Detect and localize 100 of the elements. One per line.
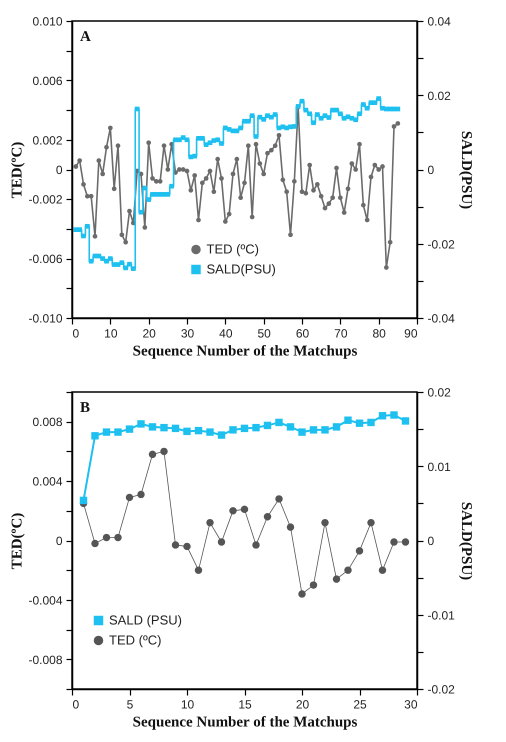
point — [240, 506, 248, 514]
point — [102, 428, 110, 436]
y2-tick-label: 0 — [428, 163, 434, 177]
y2-axis-title: SALD(PSU) — [458, 130, 474, 210]
point — [102, 534, 110, 542]
point — [137, 490, 145, 498]
point — [183, 542, 191, 550]
x-tick-label: 5 — [126, 698, 134, 712]
x-tick-label: 30 — [180, 326, 194, 340]
point — [310, 581, 318, 589]
y2-tick-label: -0.02 — [428, 237, 456, 252]
point — [194, 426, 202, 434]
y-axis-title: TED(ºC) — [9, 142, 26, 198]
y2-axis-title: SALD(PSU) — [458, 502, 474, 580]
x-tick-label: 50 — [257, 326, 272, 340]
y-axis-title: TED(ºC) — [9, 512, 26, 570]
x-tick-label: 10 — [180, 698, 194, 712]
y-tick-label: 0.002 — [32, 133, 63, 148]
point — [126, 425, 134, 433]
point — [148, 450, 156, 458]
legend-label: TED (ºC) — [206, 242, 259, 256]
point — [160, 424, 168, 432]
point — [390, 538, 398, 546]
point — [367, 518, 375, 526]
point — [402, 538, 410, 546]
point — [310, 426, 318, 434]
point — [264, 513, 272, 520]
x-tick-label: 80 — [372, 326, 386, 340]
x-tick-label: 20 — [296, 698, 310, 712]
y2-tick-label: 0.02 — [428, 386, 452, 400]
x-tick-label: 10 — [104, 326, 118, 340]
y2-tick-label: 0.04 — [428, 14, 452, 28]
y-tick-label: 0.006 — [32, 74, 63, 88]
point — [275, 418, 283, 426]
point — [344, 566, 352, 574]
y-tick-label: -0.004 — [28, 593, 63, 608]
x-tick-label: 60 — [296, 326, 310, 340]
point — [148, 423, 156, 431]
annotation: B — [80, 400, 90, 416]
legend-label: SALD (PSU) — [109, 612, 182, 628]
point — [344, 416, 352, 424]
point — [356, 547, 364, 555]
point — [286, 423, 294, 431]
x-tick-label: 0 — [72, 326, 80, 340]
point — [356, 419, 364, 427]
point — [252, 541, 260, 549]
point — [80, 496, 88, 504]
y2-tick-label: -0.01 — [428, 608, 456, 622]
point — [367, 418, 375, 426]
x-tick-label: 40 — [219, 326, 233, 340]
point — [114, 534, 122, 542]
annotation: A — [80, 29, 91, 45]
point — [126, 494, 134, 502]
x-tick-label: 70 — [334, 326, 348, 340]
point — [114, 428, 122, 436]
point — [137, 420, 145, 428]
y-tick-label: 0.008 — [32, 415, 63, 430]
point — [218, 431, 226, 439]
point — [332, 575, 340, 583]
y-tick-label: -0.010 — [28, 312, 63, 326]
point — [252, 424, 260, 432]
x-axis-title: Sequence Number of the Matchups — [132, 344, 358, 360]
y-tick-label: -0.006 — [28, 252, 63, 266]
x-tick-label: 15 — [238, 698, 252, 712]
y-tick-label: -0.008 — [28, 652, 63, 667]
point — [160, 448, 168, 456]
y-tick-label: 0 — [56, 163, 63, 177]
legend-label: SALD(PSU) — [206, 262, 276, 276]
y-tick-label: 0 — [56, 534, 63, 548]
point — [218, 538, 226, 546]
point — [275, 495, 283, 503]
point — [378, 412, 386, 420]
y-tick-label: -0.002 — [28, 192, 63, 207]
y-tick-label: 0.010 — [32, 14, 63, 28]
x-tick-label: 90 — [404, 326, 418, 340]
point — [206, 518, 214, 526]
point — [206, 428, 214, 436]
x-tick-label: 0 — [72, 698, 80, 712]
y2-tick-label: 0 — [428, 534, 434, 548]
y2-tick-label: -0.02 — [428, 682, 456, 696]
point — [286, 523, 294, 531]
y2-tick-label: 0.01 — [428, 460, 452, 474]
point — [321, 518, 329, 526]
x-tick-label: 25 — [353, 698, 367, 712]
x-axis-title: Sequence Number of the Matchups — [132, 714, 358, 730]
x-tick-label: 30 — [404, 698, 418, 712]
y2-tick-label: -0.04 — [428, 312, 456, 326]
y2-tick-label: 0.02 — [428, 88, 452, 103]
point — [91, 432, 99, 440]
point — [378, 566, 386, 574]
point — [298, 428, 306, 436]
point — [91, 540, 99, 548]
point — [240, 424, 248, 432]
point — [229, 426, 237, 434]
point — [172, 424, 180, 432]
legend-label: TED (ºC) — [109, 632, 162, 648]
point — [194, 566, 202, 574]
y-tick-label: 0.004 — [32, 474, 63, 489]
point — [332, 423, 340, 431]
point — [172, 541, 180, 549]
